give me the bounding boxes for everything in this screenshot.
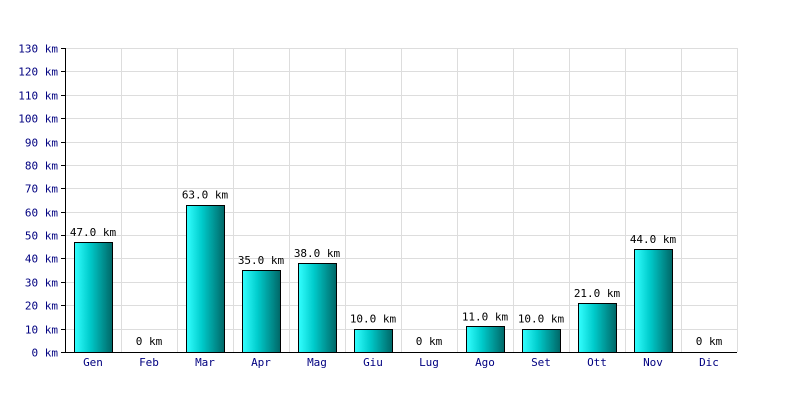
bar-set	[522, 329, 561, 353]
bar-ago	[466, 326, 505, 353]
data-label: 63.0 km	[182, 189, 229, 202]
y-tick-label: 70 km	[25, 183, 58, 196]
data-label: 47.0 km	[70, 226, 117, 239]
data-label: 38.0 km	[294, 247, 341, 260]
data-label: 10.0 km	[350, 313, 397, 326]
y-tick-label: 100 km	[18, 113, 58, 126]
data-label: 0 km	[136, 335, 163, 348]
y-tick-label: 130 km	[18, 43, 58, 56]
y-tick-label: 0 km	[32, 347, 59, 360]
x-tick-label: Set	[531, 356, 551, 369]
x-tick-label: Feb	[139, 356, 159, 369]
y-tick-label: 30 km	[25, 277, 58, 290]
bar-nov	[634, 249, 673, 353]
x-tick-label: Gen	[83, 356, 103, 369]
data-label: 44.0 km	[630, 233, 677, 246]
bar-mag	[298, 263, 337, 353]
x-tick-label: Nov	[643, 356, 663, 369]
y-axis-tick-labels: 0 km 10 km 20 km 30 km 40 km 50 km 60 km 70 km 8…	[18, 43, 58, 360]
y-tick-label: 50 km	[25, 230, 58, 243]
data-label: 10.0 km	[518, 313, 565, 326]
bar-gen	[74, 242, 113, 353]
y-tick-label: 90 km	[25, 137, 58, 150]
x-tick-label: Ago	[475, 356, 495, 369]
data-label: 11.0 km	[462, 310, 509, 323]
y-tick-label: 60 km	[25, 207, 58, 220]
y-tick-label: 80 km	[25, 160, 58, 173]
data-label: 0 km	[696, 335, 723, 348]
bar-mar	[186, 205, 225, 353]
data-label: 21.0 km	[574, 287, 621, 300]
data-label: 0 km	[416, 335, 443, 348]
bar-ott	[578, 303, 617, 353]
y-tick-label: 40 km	[25, 253, 58, 266]
x-axis-tick-labels: Gen Feb Mar Apr Mag Giu Lug Ago Set Ott Nov Dic	[83, 356, 719, 369]
y-tick-label: 120 km	[18, 66, 58, 79]
x-tick-label: Mag	[307, 356, 327, 369]
axes	[61, 48, 737, 353]
data-labels: 47.0 km 0 km 63.0 km 35.0 km 38.0 km 10.0 km 0…	[70, 189, 723, 348]
x-tick-label: Mar	[195, 356, 215, 369]
x-tick-label: Dic	[699, 356, 719, 369]
y-tick-label: 20 km	[25, 300, 58, 313]
y-tick-label: 10 km	[25, 324, 58, 337]
x-tick-label: Lug	[419, 356, 439, 369]
bars	[74, 205, 673, 353]
x-tick-label: Ott	[587, 356, 607, 369]
data-label: 35.0 km	[238, 254, 285, 267]
x-tick-label: Giu	[363, 356, 383, 369]
bar-giu	[354, 329, 393, 353]
x-tick-label: Apr	[251, 356, 271, 369]
bar-apr	[242, 270, 281, 353]
y-tick-label: 110 km	[18, 90, 58, 103]
